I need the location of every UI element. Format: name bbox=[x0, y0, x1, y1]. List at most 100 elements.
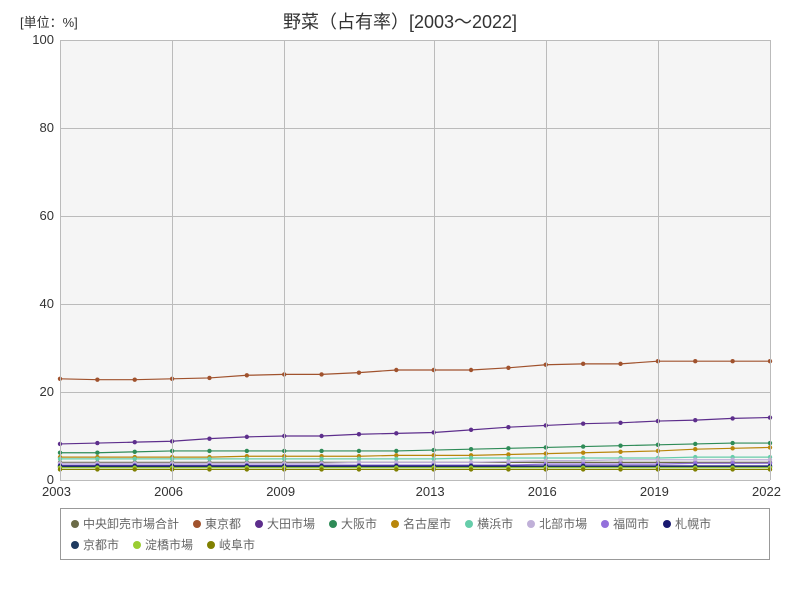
legend-marker bbox=[207, 541, 215, 549]
legend-marker bbox=[133, 541, 141, 549]
series-marker bbox=[618, 467, 622, 471]
grid-line-y bbox=[60, 480, 770, 481]
chart-container: [単位：%] 野菜（占有率）[2003～2022] 中央卸売市場合計東京都大田市… bbox=[0, 0, 800, 600]
legend-label: 中央卸売市場合計 bbox=[83, 515, 179, 532]
grid-line-y bbox=[60, 392, 770, 393]
legend-marker bbox=[601, 520, 609, 528]
series-line bbox=[60, 361, 770, 379]
series-marker bbox=[357, 432, 361, 436]
series-marker bbox=[469, 447, 473, 451]
series-marker bbox=[95, 451, 99, 455]
y-axis-tick-label: 60 bbox=[40, 208, 54, 223]
series-marker bbox=[618, 362, 622, 366]
series-marker bbox=[394, 449, 398, 453]
series-marker bbox=[245, 373, 249, 377]
series-marker bbox=[95, 377, 99, 381]
series-marker bbox=[693, 467, 697, 471]
legend-marker bbox=[663, 520, 671, 528]
series-marker bbox=[693, 359, 697, 363]
legend-label: 東京都 bbox=[205, 515, 241, 532]
series-marker bbox=[245, 435, 249, 439]
series-marker bbox=[394, 431, 398, 435]
series-marker bbox=[357, 370, 361, 374]
legend-item: 横浜市 bbox=[465, 515, 513, 532]
legend-label: 大阪市 bbox=[341, 515, 377, 532]
series-marker bbox=[693, 418, 697, 422]
series-marker bbox=[357, 449, 361, 453]
x-axis-tick-label: 2009 bbox=[266, 484, 295, 499]
series-marker bbox=[207, 457, 211, 461]
series-marker bbox=[319, 457, 323, 461]
legend-item: 北部市場 bbox=[527, 515, 587, 532]
legend-label: 岐阜市 bbox=[219, 536, 255, 553]
legend-label: 名古屋市 bbox=[403, 515, 451, 532]
series-marker bbox=[95, 441, 99, 445]
grid-line-x bbox=[434, 40, 435, 480]
series-marker bbox=[319, 372, 323, 376]
legend-item: 大阪市 bbox=[329, 515, 377, 532]
series-marker bbox=[730, 467, 734, 471]
series-marker bbox=[730, 416, 734, 420]
series-marker bbox=[469, 456, 473, 460]
x-axis-tick-label: 2013 bbox=[416, 484, 445, 499]
legend-item: 名古屋市 bbox=[391, 515, 451, 532]
series-marker bbox=[469, 428, 473, 432]
series-marker bbox=[506, 446, 510, 450]
series-marker bbox=[133, 450, 137, 454]
series-marker bbox=[618, 443, 622, 447]
legend-label: 淀橋市場 bbox=[145, 536, 193, 553]
series-marker bbox=[245, 457, 249, 461]
series-marker bbox=[133, 467, 137, 471]
legend-marker bbox=[391, 520, 399, 528]
y-axis-tick-label: 80 bbox=[40, 120, 54, 135]
legend-marker bbox=[71, 541, 79, 549]
legend-item: 福岡市 bbox=[601, 515, 649, 532]
y-axis-tick-label: 20 bbox=[40, 384, 54, 399]
legend-item: 淀橋市場 bbox=[133, 536, 193, 553]
legend-item: 岐阜市 bbox=[207, 536, 255, 553]
legend-marker bbox=[527, 520, 535, 528]
series-marker bbox=[581, 421, 585, 425]
grid-line-x bbox=[546, 40, 547, 480]
y-axis-tick-label: 100 bbox=[32, 32, 54, 47]
series-marker bbox=[207, 376, 211, 380]
series-marker bbox=[506, 366, 510, 370]
x-axis-tick-label: 2006 bbox=[154, 484, 183, 499]
grid-line-y bbox=[60, 216, 770, 217]
series-marker bbox=[730, 359, 734, 363]
grid-line-x bbox=[172, 40, 173, 480]
series-marker bbox=[394, 368, 398, 372]
series-marker bbox=[207, 449, 211, 453]
series-marker bbox=[245, 449, 249, 453]
series-marker bbox=[581, 444, 585, 448]
series-marker bbox=[319, 449, 323, 453]
series-marker bbox=[730, 446, 734, 450]
series-marker bbox=[506, 425, 510, 429]
legend-item: 東京都 bbox=[193, 515, 241, 532]
legend-marker bbox=[465, 520, 473, 528]
series-marker bbox=[618, 458, 622, 462]
series-marker bbox=[95, 467, 99, 471]
series-marker bbox=[693, 442, 697, 446]
legend: 中央卸売市場合計東京都大田市場大阪市名古屋市横浜市北部市場福岡市札幌市京都市淀橋… bbox=[60, 508, 770, 560]
legend-marker bbox=[329, 520, 337, 528]
series-marker bbox=[95, 457, 99, 461]
legend-label: 札幌市 bbox=[675, 515, 711, 532]
series-marker bbox=[394, 467, 398, 471]
series-line bbox=[60, 447, 770, 457]
legend-item: 札幌市 bbox=[663, 515, 711, 532]
legend-marker bbox=[71, 520, 79, 528]
y-axis-tick-label: 40 bbox=[40, 296, 54, 311]
x-axis-tick-label: 2022 bbox=[752, 484, 781, 499]
legend-label: 北部市場 bbox=[539, 515, 587, 532]
series-marker bbox=[469, 467, 473, 471]
x-axis-tick-label: 2016 bbox=[528, 484, 557, 499]
series-marker bbox=[581, 362, 585, 366]
series-marker bbox=[581, 451, 585, 455]
legend-label: 福岡市 bbox=[613, 515, 649, 532]
grid-line-x bbox=[770, 40, 771, 480]
grid-line-y bbox=[60, 40, 770, 41]
series-marker bbox=[730, 441, 734, 445]
series-marker bbox=[319, 467, 323, 471]
grid-line-x bbox=[284, 40, 285, 480]
